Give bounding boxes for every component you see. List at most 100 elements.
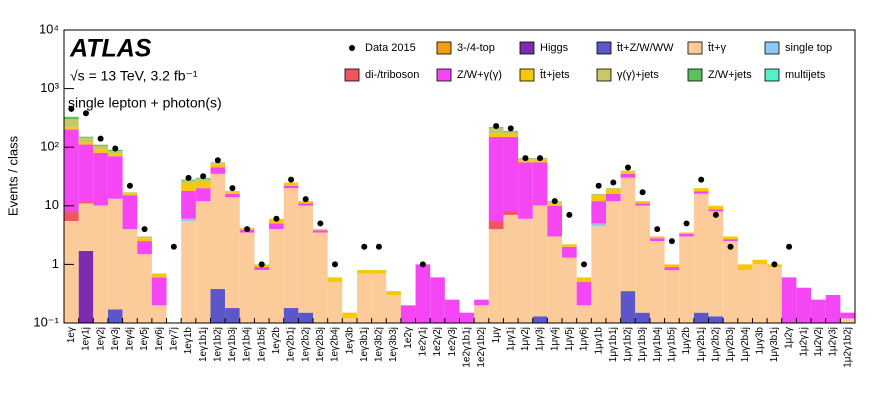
legend-label: multijets: [785, 69, 826, 81]
bar-segment: [78, 144, 94, 202]
legend-marker: [349, 45, 355, 51]
bar-segment: [210, 167, 226, 174]
bar-segment: [210, 162, 226, 165]
y-tick-label: 10³: [40, 80, 59, 95]
bar-segment: [78, 203, 94, 251]
bar-segment: [503, 211, 519, 215]
x-tick-label: 1eγ3j: [110, 327, 121, 351]
bar-segment: [723, 236, 738, 240]
bar-segment: [64, 129, 79, 212]
data-point: [419, 261, 426, 268]
bar-segment: [78, 201, 94, 204]
legend-label: γ(γ)+jets: [617, 69, 659, 81]
data-point: [375, 243, 382, 250]
data-point: [214, 157, 221, 164]
data-point: [273, 215, 280, 222]
bar-segment: [313, 232, 328, 323]
bar-segment: [430, 277, 445, 323]
bar-segment: [283, 308, 299, 323]
bar-segment: [503, 214, 519, 323]
data-point: [288, 176, 295, 183]
bar-segment: [327, 282, 343, 323]
bar-segment: [737, 270, 753, 323]
legend-swatch: [436, 41, 452, 55]
bar-segment: [635, 312, 650, 323]
data-point: [97, 135, 104, 142]
x-tick-label: 1eγ2b: [271, 327, 282, 355]
bar-segment: [151, 273, 167, 278]
bar-segment: [225, 193, 240, 198]
data-point: [566, 211, 573, 218]
bar-segment: [488, 221, 504, 230]
data-point: [244, 226, 251, 233]
bar-segment: [122, 192, 138, 194]
bar-segment: [576, 282, 592, 306]
bar-segment: [488, 229, 504, 323]
x-tick-label: 1eγ1j: [81, 327, 92, 351]
data-point: [126, 182, 133, 189]
bar-segment: [342, 312, 357, 319]
bar-segment: [693, 191, 709, 194]
x-tick-label: 1μγ6j: [579, 327, 590, 351]
x-tick-label: 1eγ1b1j: [198, 327, 209, 362]
bar-segment: [723, 239, 738, 242]
bar-segment: [386, 291, 401, 296]
bar-segment: [93, 145, 108, 150]
data-point: [68, 105, 75, 112]
bar-segment: [562, 257, 577, 323]
x-tick-label: 1μγ1b4j: [652, 327, 663, 362]
data-point: [610, 179, 617, 186]
y-tick-label: 10: [45, 197, 59, 212]
bar-segment: [591, 193, 606, 196]
bar-segment: [679, 234, 694, 237]
bar-segment: [122, 229, 138, 323]
bar-segment: [488, 133, 504, 137]
subtitle: √s = 13 TeV, 3.2 fb⁻¹: [70, 68, 198, 84]
legend-swatch: [687, 41, 703, 55]
bar-segment: [840, 318, 855, 323]
bar-segment: [708, 211, 724, 317]
y-axis-label: Events / class: [5, 135, 20, 216]
legend-swatch: [764, 41, 780, 55]
bar-segment: [210, 289, 226, 323]
x-tick-label: 1μγ1j: [505, 327, 516, 351]
data-point: [624, 164, 631, 171]
bar-segment: [298, 312, 314, 323]
y-tick-label: 10⁴: [39, 21, 59, 36]
legend-label: t̄t+Z/W/WW: [616, 42, 674, 54]
bar-segment: [562, 244, 577, 247]
data-point: [317, 220, 324, 227]
bar-segment: [532, 162, 548, 206]
x-tick-label: 1e2γ1b1j: [461, 327, 472, 368]
legend-swatch: [596, 68, 612, 82]
legend-label: t̄t+γ: [707, 42, 726, 54]
bar-segment: [488, 136, 504, 222]
bar-segment: [356, 270, 372, 274]
data-point: [698, 176, 705, 183]
x-tick-label: 1μγ2b4j: [740, 327, 751, 362]
bar-segment: [195, 201, 211, 323]
bar-segment: [210, 164, 226, 168]
bar-segment: [723, 241, 738, 323]
x-tick-label: 1μ2γ1j: [798, 327, 809, 357]
bar-segment: [708, 209, 724, 212]
legend-label: Higgs: [540, 42, 569, 54]
bar-segment: [605, 193, 621, 202]
bar-segment: [283, 188, 299, 309]
bar-segment: [576, 305, 592, 323]
x-tick-label: 1eγ2b2j: [300, 327, 311, 362]
bar-segment: [591, 223, 606, 227]
bar-segment: [840, 312, 855, 319]
bar-segment: [298, 203, 314, 206]
bar-segment: [137, 254, 152, 323]
bar-segment: [122, 195, 138, 230]
bar-segment: [605, 188, 621, 190]
bar-segment: [107, 309, 123, 323]
bar-segment: [708, 316, 724, 323]
bar-segment: [283, 185, 299, 189]
bar-segment: [605, 201, 621, 202]
bar-segment: [400, 305, 416, 323]
bar-segment: [562, 246, 577, 258]
bar-segment: [107, 150, 123, 154]
x-tick-label: 1eγ3b: [344, 327, 355, 355]
